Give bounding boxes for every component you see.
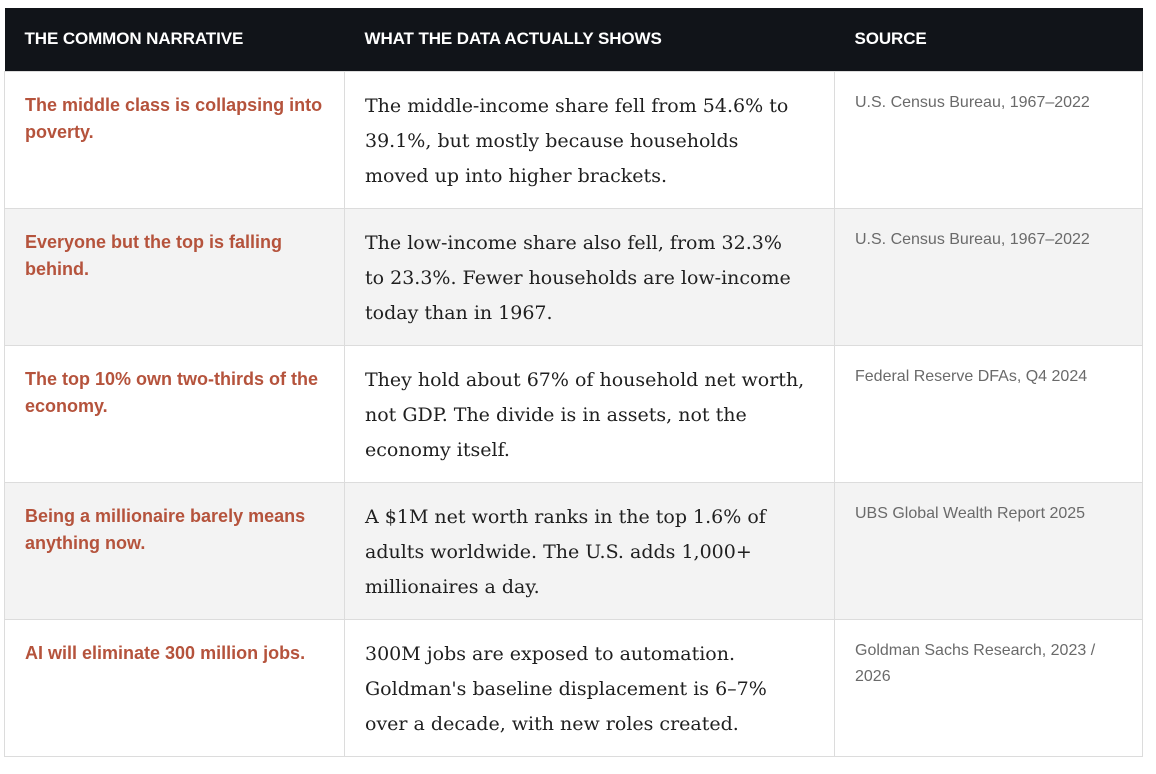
narrative-text: Everyone but the top is falling behind. xyxy=(25,231,283,279)
table-row: Being a millionaire barely means anythin… xyxy=(4,481,1143,620)
data-cell: They hold about 67% of household net wor… xyxy=(344,344,835,483)
table-row: AI will eliminate 300 million jobs. 300M… xyxy=(4,618,1143,757)
header-source: SOURCE xyxy=(854,29,927,49)
narrative-cell: Being a millionaire barely means anythin… xyxy=(4,481,345,620)
source-text: UBS Global Wealth Report 2025 xyxy=(855,504,1086,522)
data-cell: 300M jobs are exposed to automation. Gol… xyxy=(344,618,835,757)
data-cell: A $1M net worth ranks in the top 1.6% of… xyxy=(344,481,835,620)
source-text: Goldman Sachs Research, 2023 / 2026 xyxy=(855,641,1096,685)
data-text: The low-income share also fell, from 32.… xyxy=(365,231,791,324)
table-row: The middle class is collapsing into pove… xyxy=(4,70,1143,209)
table-body: The middle class is collapsing into pove… xyxy=(4,70,1143,757)
narrative-cell: The top 10% own two-thirds of the econom… xyxy=(4,344,345,483)
narrative-text: The top 10% own two-thirds of the econom… xyxy=(25,368,318,416)
data-cell: The middle-income share fell from 54.6% … xyxy=(344,70,835,209)
source-text: U.S. Census Bureau, 1967–2022 xyxy=(855,230,1090,248)
narrative-text: Being a millionaire barely means anythin… xyxy=(25,505,306,553)
header-common-narrative: THE COMMON NARRATIVE xyxy=(24,29,244,49)
source-text: U.S. Census Bureau, 1967–2022 xyxy=(855,93,1090,111)
narrative-cell: The middle class is collapsing into pove… xyxy=(4,70,345,209)
source-cell: UBS Global Wealth Report 2025 xyxy=(834,481,1143,620)
table-header: THE COMMON NARRATIVE WHAT THE DATA ACTUA… xyxy=(4,8,1143,71)
data-text: 300M jobs are exposed to automation. Gol… xyxy=(365,642,767,735)
narrative-vs-data-table: THE COMMON NARRATIVE WHAT THE DATA ACTUA… xyxy=(4,8,1143,757)
narrative-cell: Everyone but the top is falling behind. xyxy=(4,207,345,346)
table-row: Everyone but the top is falling behind. … xyxy=(4,207,1143,346)
header-data-shows: WHAT THE DATA ACTUALLY SHOWS xyxy=(364,29,662,49)
source-cell: U.S. Census Bureau, 1967–2022 xyxy=(834,70,1143,209)
header-row: THE COMMON NARRATIVE WHAT THE DATA ACTUA… xyxy=(4,8,1143,71)
source-text: Federal Reserve DFAs, Q4 2024 xyxy=(855,367,1088,385)
source-cell: Federal Reserve DFAs, Q4 2024 xyxy=(834,344,1143,483)
narrative-cell: AI will eliminate 300 million jobs. xyxy=(4,618,345,757)
source-cell: Goldman Sachs Research, 2023 / 2026 xyxy=(834,618,1143,757)
data-cell: The low-income share also fell, from 32.… xyxy=(344,207,835,346)
narrative-text: The middle class is collapsing into pove… xyxy=(25,94,323,142)
data-text: A $1M net worth ranks in the top 1.6% of… xyxy=(365,505,766,598)
data-text: The middle-income share fell from 54.6% … xyxy=(365,94,789,187)
data-text: They hold about 67% of household net wor… xyxy=(365,368,805,461)
narrative-text: AI will eliminate 300 million jobs. xyxy=(25,642,306,663)
source-cell: U.S. Census Bureau, 1967–2022 xyxy=(834,207,1143,346)
table-row: The top 10% own two-thirds of the econom… xyxy=(4,344,1143,483)
